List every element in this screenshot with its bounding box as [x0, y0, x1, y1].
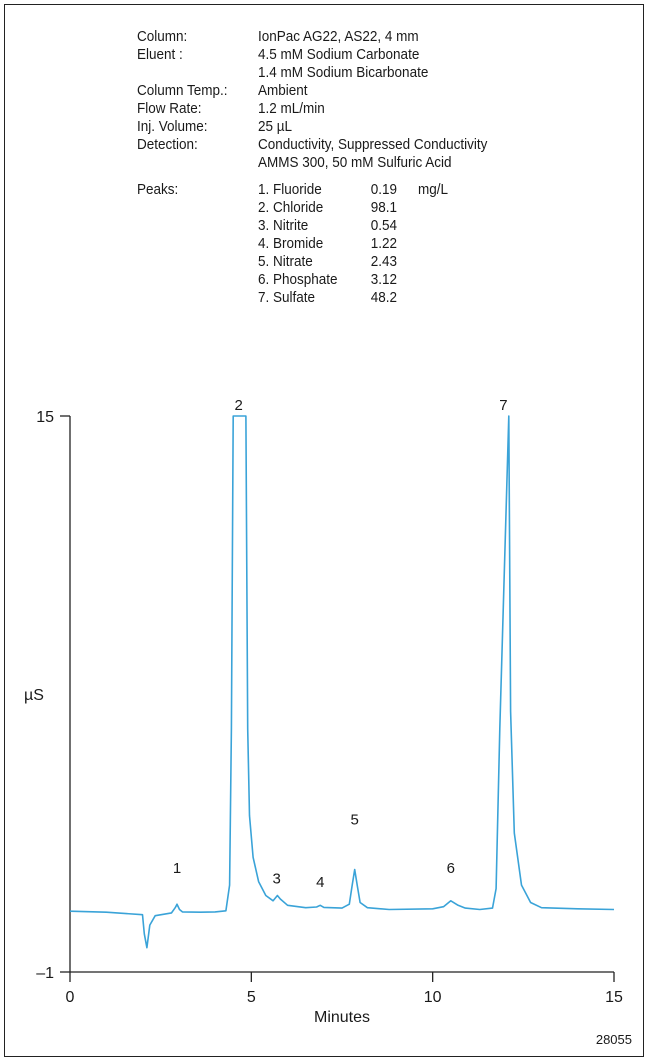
peak-concentration: 3.12 [370, 271, 397, 288]
peak-label: 6 [447, 860, 455, 877]
y-axis-label: µS [24, 687, 44, 704]
peak-concentration: 1.22 [370, 235, 397, 252]
condition-value: IonPac AG22, AS22, 4 mm [258, 28, 419, 45]
peak-label: 5 [351, 811, 359, 828]
peak-name: 4. Bromide [258, 235, 324, 252]
peaks-label: Peaks: [137, 181, 179, 198]
peak-name: 6. Phosphate [258, 271, 338, 288]
peak-name: 5. Nitrate [258, 253, 313, 270]
peak-name: 3. Nitrite [258, 217, 309, 234]
peak-label: 2 [234, 397, 242, 414]
peak-label: 4 [316, 874, 324, 891]
peak-label: 3 [273, 871, 281, 888]
chromatogram-trace [69, 415, 615, 949]
peaks-unit: mg/L [418, 181, 449, 198]
condition-label: Eluent : [137, 46, 183, 63]
peak-concentration: 98.1 [370, 199, 397, 216]
peak-labels: 1 2 3 4 5 6 7 28055 [173, 397, 632, 1047]
figure-frame [4, 4, 644, 1057]
condition-label: Column Temp.: [137, 82, 228, 99]
condition-label: Flow Rate: [137, 100, 202, 117]
condition-value: Ambient [258, 82, 308, 99]
condition-label: Inj. Volume: [137, 118, 208, 135]
peak-concentration: 0.54 [370, 217, 397, 234]
condition-label: Column: [137, 28, 188, 45]
condition-value: Conductivity, Suppressed Conductivity [258, 136, 488, 153]
condition-value: AMMS 300, 50 mM Sulfuric Acid [258, 154, 452, 171]
condition-value: 25 µL [258, 118, 293, 135]
condition-label: Detection: [137, 136, 198, 153]
x-tick-label: 0 [66, 989, 75, 1006]
condition-value: 1.4 mM Sodium Bicarbonate [258, 64, 429, 81]
peak-concentration: 2.43 [370, 253, 397, 270]
x-tick-label: 10 [424, 989, 442, 1006]
condition-value: 4.5 mM Sodium Carbonate [258, 46, 420, 63]
plot-area [69, 415, 615, 949]
y-tick-label: 15 [36, 409, 54, 426]
x-tick-label: 15 [605, 989, 623, 1006]
peak-name: 2. Chloride [258, 199, 324, 216]
peak-concentration: 0.19 [370, 181, 397, 198]
peak-name: 7. Sulfate [258, 289, 316, 306]
figure-id: 28055 [596, 1032, 632, 1047]
x-axis-label: Minutes [314, 1009, 370, 1026]
peak-label: 7 [499, 397, 507, 414]
y-tick-label: –1 [36, 965, 54, 982]
x-tick-label: 5 [247, 989, 256, 1006]
peak-concentration: 48.2 [370, 289, 397, 306]
peak-label: 1 [173, 860, 181, 877]
peak-name: 1. Fluoride [258, 181, 322, 198]
condition-value: 1.2 mL/min [258, 100, 325, 117]
